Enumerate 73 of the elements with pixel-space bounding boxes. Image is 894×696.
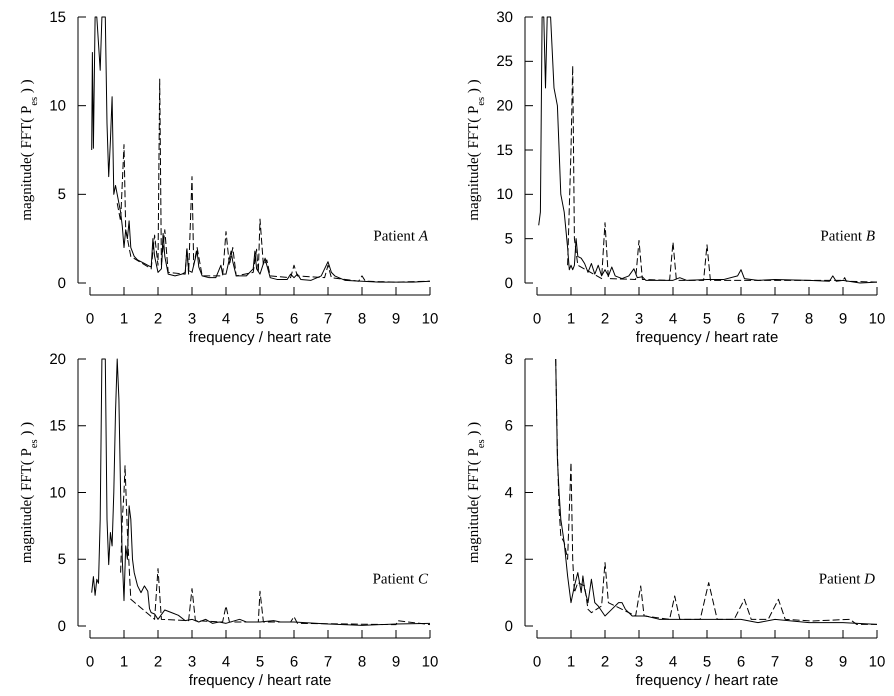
x-tick-label: 4 xyxy=(222,654,230,670)
x-tick-label: 10 xyxy=(868,310,886,328)
y-tick-label: 5 xyxy=(58,551,66,568)
annotation: Patient D xyxy=(818,571,876,588)
x-axis-title: frequency / heart rate xyxy=(188,329,332,346)
x-tick-label: 2 xyxy=(154,310,162,328)
x-tick-label: 7 xyxy=(770,310,780,328)
y-tick-label: 4 xyxy=(504,484,513,502)
annotation: Patient C xyxy=(372,571,429,588)
y-tick-label: 6 xyxy=(504,418,513,435)
x-tick-label: 3 xyxy=(188,310,196,328)
x-tick-label: 1 xyxy=(120,310,128,328)
x-tick-label: 9 xyxy=(392,310,400,328)
x-tick-label: 5 xyxy=(256,654,264,670)
x-tick-label: 6 xyxy=(290,654,298,670)
x-tick-label: 7 xyxy=(324,654,332,670)
x-tick-label: 4 xyxy=(668,310,678,328)
y-tick-label: 10 xyxy=(496,186,513,204)
x-tick-label: 1 xyxy=(120,654,128,670)
y-tick-label: 30 xyxy=(496,8,513,26)
y-tick-label: 25 xyxy=(496,53,513,70)
y-tick-label: 0 xyxy=(58,618,66,635)
x-tick-label: 7 xyxy=(770,654,780,670)
x-tick-label: 5 xyxy=(256,310,264,328)
x-tick-label: 9 xyxy=(392,654,400,670)
x-tick-label: 0 xyxy=(86,310,94,328)
x-tick-label: 4 xyxy=(668,654,678,670)
x-tick-label: 3 xyxy=(188,654,196,670)
y-tick-label: 15 xyxy=(49,418,66,435)
y-tick-label: 10 xyxy=(49,97,66,114)
y-tick-label: 15 xyxy=(496,142,513,159)
x-tick-label: 8 xyxy=(804,654,814,670)
x-tick-label: 1 xyxy=(566,310,576,328)
x-tick-label: 0 xyxy=(86,654,94,670)
x-tick-label: 1 xyxy=(566,654,576,670)
x-tick-label: 9 xyxy=(838,310,848,328)
x-tick-label: 6 xyxy=(736,310,746,328)
x-tick-label: 2 xyxy=(600,310,610,328)
y-tick-label: 20 xyxy=(496,97,513,114)
x-tick-label: 0 xyxy=(532,654,542,670)
y-tick-label: 20 xyxy=(49,350,66,368)
x-tick-label: 5 xyxy=(702,654,712,670)
x-tick-label: 6 xyxy=(290,310,298,328)
x-tick-label: 4 xyxy=(222,310,230,328)
y-tick-label: 15 xyxy=(49,8,66,26)
y-tick-label: 0 xyxy=(504,274,513,292)
x-tick-label: 6 xyxy=(736,654,746,670)
x-tick-label: 2 xyxy=(600,654,610,670)
x-tick-label: 9 xyxy=(838,654,848,670)
x-tick-label: 8 xyxy=(804,310,814,328)
annotation: Patient B xyxy=(820,228,875,244)
annotation: Patient A xyxy=(373,228,429,244)
x-tick-label: 3 xyxy=(634,310,644,328)
x-tick-label: 0 xyxy=(532,310,542,328)
x-tick-label: 10 xyxy=(422,654,438,670)
y-tick-label: 10 xyxy=(49,484,66,502)
x-tick-label: 2 xyxy=(154,654,162,670)
x-tick-label: 8 xyxy=(358,654,366,670)
y-tick-label: 0 xyxy=(504,618,513,635)
x-axis-title: frequency / heart rate xyxy=(636,672,778,689)
y-tick-label: 5 xyxy=(504,230,513,248)
x-tick-label: 7 xyxy=(324,310,332,328)
x-axis-title: frequency / heart rate xyxy=(188,672,332,689)
x-tick-label: 10 xyxy=(422,310,438,328)
x-tick-label: 5 xyxy=(702,310,712,328)
x-tick-label: 10 xyxy=(868,654,886,670)
y-tick-label: 2 xyxy=(504,551,513,568)
x-tick-label: 8 xyxy=(358,310,366,328)
y-tick-label: 8 xyxy=(504,350,513,368)
x-axis-title: frequency / heart rate xyxy=(636,329,778,346)
y-tick-label: 5 xyxy=(58,186,66,204)
y-tick-label: 0 xyxy=(58,274,66,292)
x-tick-label: 3 xyxy=(634,654,644,670)
